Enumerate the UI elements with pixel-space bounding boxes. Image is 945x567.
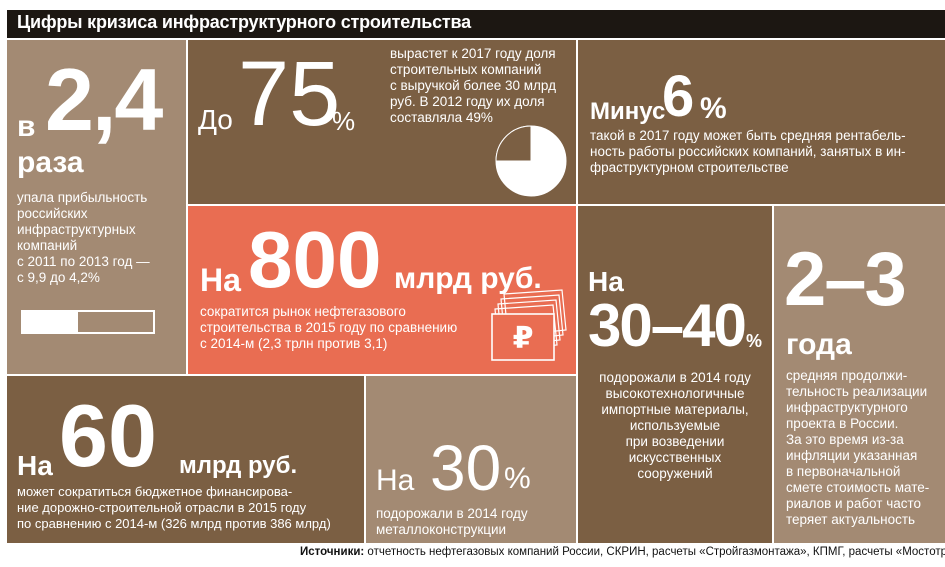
margin-number: 6 [662,64,695,129]
banknotes-icon: ₽ [491,289,567,361]
margin-text: такой в 2017 году может быть средняя рен… [590,128,906,175]
hightech-unit: % [746,331,763,351]
metal-text: подорожали в 2014 году металлоконструкци… [376,506,528,537]
tile-profit: в 2,4 раза упала прибыльность российских… [7,40,186,374]
sources-text: отчетность нефтегазовых компаний России,… [364,546,945,558]
roads-text: может сократиться бюджетное финансирова-… [17,484,331,531]
share-unit: % [332,106,356,136]
roads-prefix: На [17,450,53,481]
profit-unit: раза [17,146,84,179]
metal-number: 30 [430,432,502,504]
tile-roads: На 60 млрд руб. может сократиться бюджет… [7,376,364,543]
profit-number: 2,4 [45,50,163,149]
tile-share: До 75 % вырастет к 2017 году доля строит… [188,40,576,204]
profit-bar-fill [23,312,78,332]
oilgas-unit: млрд руб. [394,262,542,295]
duration-number: 2–3 [784,237,907,322]
duration-unit: года [786,328,852,361]
sources-line: Источники: отчетность нефтегазовых компа… [300,546,945,558]
duration-text: средняя продолжи- тельность реализации и… [786,368,930,527]
share-text: вырастет к 2017 году доля строительных к… [390,46,556,125]
hightech-number: 30–40 [588,292,747,359]
ruble-symbol: ₽ [513,321,534,356]
margin-unit: % [700,92,727,125]
infographic-title: Цифры кризиса инфраструктурного строител… [17,12,471,32]
profit-bar [21,310,155,334]
share-number: 75 [238,43,341,145]
margin-prefix: Минус [590,98,666,125]
tile-oilgas: На 800 млрд руб. сократится рынок нефтег… [188,206,576,374]
sources-label: Источники: [300,546,365,558]
metal-unit: % [504,462,531,495]
profit-prefix: в [17,110,36,143]
oilgas-prefix: На [200,262,241,298]
hightech-text: подорожали в 2014 году высокотехнологичн… [599,370,751,481]
metal-prefix: На [376,464,415,497]
tile-margin: Минус 6 % такой в 2017 году может быть с… [578,40,945,204]
share-prefix: До [198,104,233,135]
oilgas-number: 800 [248,215,382,304]
pie-slice-rest [495,125,532,162]
hightech-prefix: На [588,266,624,297]
roads-number: 60 [59,386,157,485]
share-pie-chart [495,125,567,197]
tile-duration: 2–3 года средняя продолжи- тельность реа… [774,206,945,543]
oilgas-text: сократится рынок нефтегазового строитель… [200,304,458,351]
profit-text: упала прибыльность российских инфраструк… [17,190,150,285]
tile-hightech: На 30–40 % подорожали в 2014 году высоко… [578,206,772,543]
title-bar: Цифры кризиса инфраструктурного строител… [7,10,945,38]
roads-unit: млрд руб. [179,452,298,479]
tile-metal: На 30 % подорожали в 2014 году металлоко… [366,376,576,543]
